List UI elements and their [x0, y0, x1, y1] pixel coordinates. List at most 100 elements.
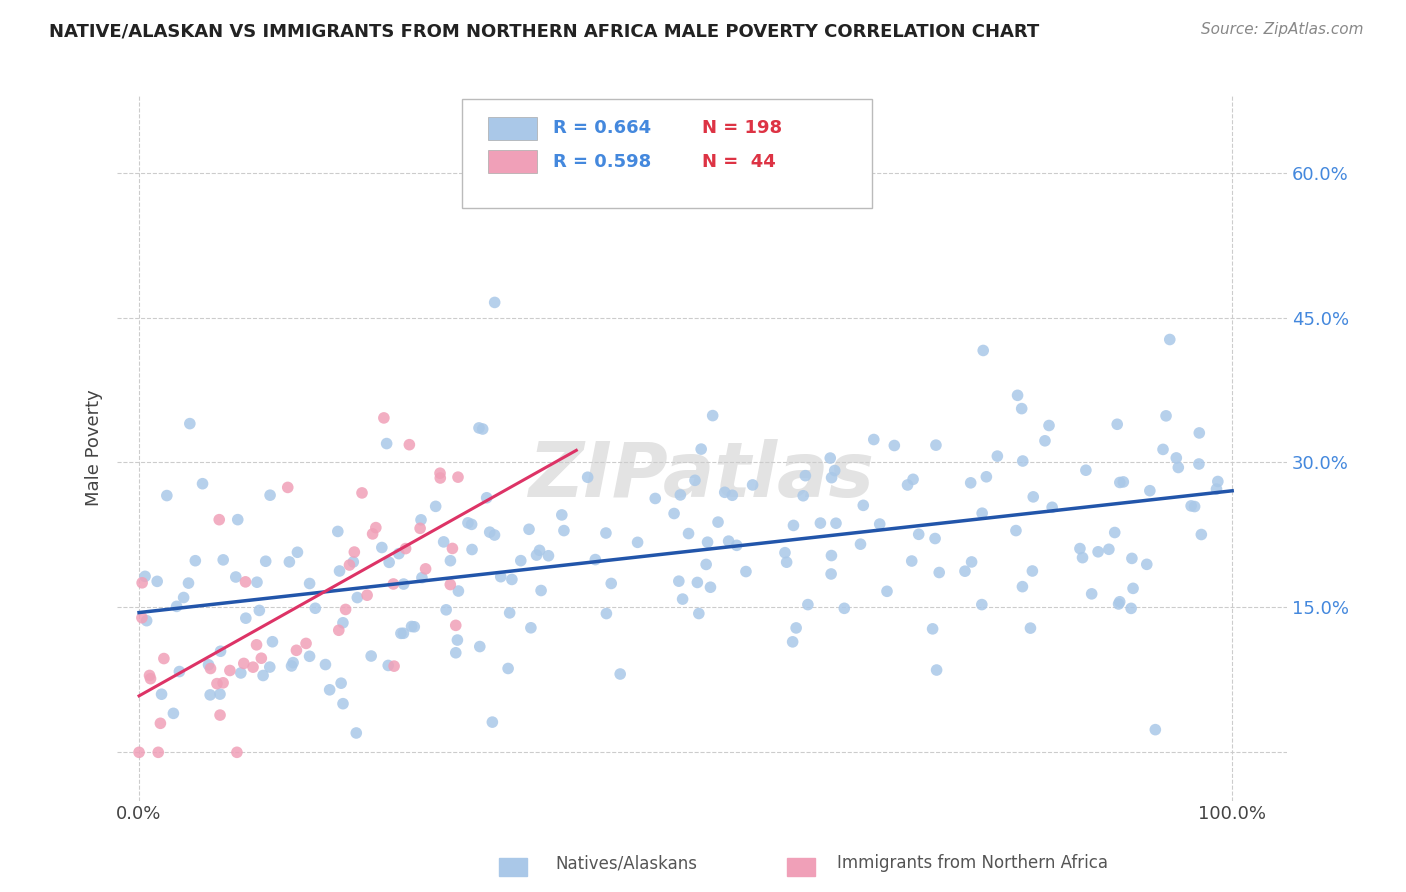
Point: [678, 526, 700, 541]
Point: [928, 566, 950, 580]
Point: [869, 517, 891, 532]
Point: [314, 657, 336, 672]
Point: [342, 555, 364, 569]
Point: [600, 576, 623, 591]
Point: [1166, 450, 1188, 465]
Point: [457, 516, 479, 530]
Point: [1040, 500, 1063, 515]
Point: [1154, 409, 1177, 423]
Point: [797, 598, 820, 612]
Point: [209, 644, 232, 658]
Point: [478, 525, 501, 540]
Point: [444, 618, 467, 632]
Point: [595, 607, 617, 621]
Point: [986, 449, 1008, 463]
Point: [901, 472, 924, 486]
Point: [295, 636, 318, 650]
Point: [820, 549, 842, 563]
Point: [198, 688, 221, 702]
Point: [925, 438, 948, 452]
Point: [1071, 550, 1094, 565]
Point: [328, 624, 350, 638]
Point: [595, 526, 617, 541]
Point: [808, 516, 831, 530]
Point: [398, 438, 420, 452]
Point: [364, 521, 387, 535]
Point: [702, 409, 724, 423]
Point: [332, 697, 354, 711]
Point: [1112, 475, 1135, 489]
Point: [668, 574, 690, 589]
Point: [686, 575, 709, 590]
Point: [375, 436, 398, 450]
Point: [972, 343, 994, 358]
Point: [1108, 475, 1130, 490]
Point: [576, 470, 599, 484]
Point: [1188, 425, 1211, 440]
Point: [1108, 595, 1130, 609]
Point: [200, 661, 222, 675]
Point: [537, 549, 560, 563]
Point: [852, 499, 875, 513]
Point: [156, 489, 179, 503]
Point: [149, 716, 172, 731]
Point: [356, 588, 378, 602]
Point: [235, 611, 257, 625]
Point: [583, 552, 606, 566]
Point: [792, 489, 814, 503]
Point: [699, 580, 721, 594]
Point: [1205, 482, 1227, 496]
Point: [960, 555, 983, 569]
Point: [1007, 388, 1029, 402]
Point: [191, 476, 214, 491]
Text: NATIVE/ALASKAN VS IMMIGRANTS FROM NORTHERN AFRICA MALE POVERTY CORRELATION CHART: NATIVE/ALASKAN VS IMMIGRANTS FROM NORTHE…: [49, 22, 1039, 40]
Point: [318, 682, 340, 697]
Point: [388, 547, 411, 561]
Point: [131, 575, 153, 590]
Point: [520, 621, 543, 635]
Point: [782, 635, 804, 649]
Point: [434, 603, 457, 617]
Y-axis label: Male Poverty: Male Poverty: [86, 390, 103, 507]
Point: [517, 522, 540, 536]
Point: [498, 606, 520, 620]
Point: [695, 558, 717, 572]
Point: [212, 553, 235, 567]
Point: [446, 633, 468, 648]
Point: [254, 554, 277, 568]
Point: [208, 513, 231, 527]
Point: [169, 665, 191, 679]
Point: [298, 576, 321, 591]
Point: [1206, 475, 1229, 489]
Point: [247, 603, 270, 617]
Point: [259, 660, 281, 674]
Text: Source: ZipAtlas.com: Source: ZipAtlas.com: [1201, 22, 1364, 37]
Point: [959, 475, 981, 490]
Point: [1098, 542, 1121, 557]
Point: [721, 488, 744, 502]
Point: [735, 565, 758, 579]
Point: [907, 527, 929, 541]
Point: [344, 726, 367, 740]
Point: [707, 515, 730, 529]
Point: [1189, 527, 1212, 541]
Point: [135, 614, 157, 628]
Point: [925, 663, 948, 677]
Point: [1011, 580, 1033, 594]
Point: [785, 621, 807, 635]
Text: N = 198: N = 198: [702, 120, 782, 137]
Point: [162, 706, 184, 721]
Point: [529, 543, 551, 558]
Point: [1121, 601, 1143, 615]
Point: [371, 541, 394, 555]
Point: [669, 488, 692, 502]
Point: [343, 545, 366, 559]
Point: [280, 659, 302, 673]
Point: [378, 555, 401, 569]
Point: [441, 541, 464, 556]
Point: [1080, 587, 1102, 601]
Point: [173, 591, 195, 605]
Point: [825, 516, 848, 531]
Text: N =  44: N = 44: [702, 153, 776, 170]
Point: [970, 598, 993, 612]
